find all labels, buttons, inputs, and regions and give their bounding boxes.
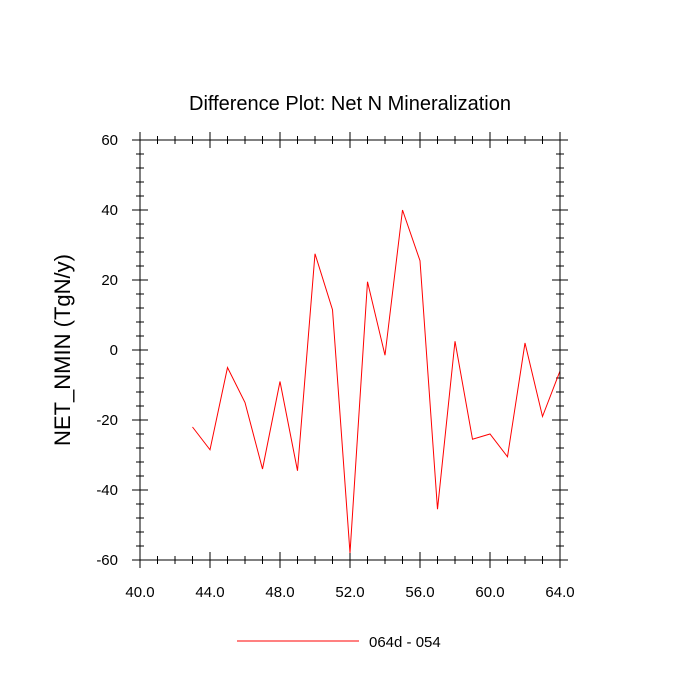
y-tick-label: -60 bbox=[96, 552, 118, 569]
legend-label: 064d - 054 bbox=[369, 634, 441, 651]
x-tick-label: 44.0 bbox=[195, 584, 224, 601]
x-tick-label: 48.0 bbox=[265, 584, 294, 601]
y-tick-label: 20 bbox=[101, 272, 118, 289]
y-tick-label: -20 bbox=[96, 412, 118, 429]
y-tick-label: 40 bbox=[101, 202, 118, 219]
plot-series bbox=[192, 209, 561, 554]
y-tick-label: 60 bbox=[101, 132, 118, 149]
chart-title: Difference Plot: Net N Mineralization bbox=[189, 93, 511, 115]
x-tick-label: 60.0 bbox=[475, 584, 504, 601]
y-tick-label: -40 bbox=[96, 482, 118, 499]
x-tick-label: 64.0 bbox=[545, 584, 574, 601]
series-line bbox=[192, 209, 561, 554]
x-tick-label: 52.0 bbox=[335, 584, 364, 601]
y-axis-label: NET_NMIN (TgN/y) bbox=[50, 254, 75, 446]
legend: 064d - 054 bbox=[237, 634, 441, 651]
x-tick-label: 40.0 bbox=[125, 584, 154, 601]
y-tick-label: 0 bbox=[110, 342, 118, 359]
tick-labels: 40.0 44.0 48.0 52.0 56.0 60.0 64.0 -60 -40 -20 0 20… bbox=[96, 132, 574, 601]
x-tick-label: 56.0 bbox=[405, 584, 434, 601]
axis-ticks bbox=[132, 132, 568, 568]
plot-frame bbox=[139, 139, 561, 561]
